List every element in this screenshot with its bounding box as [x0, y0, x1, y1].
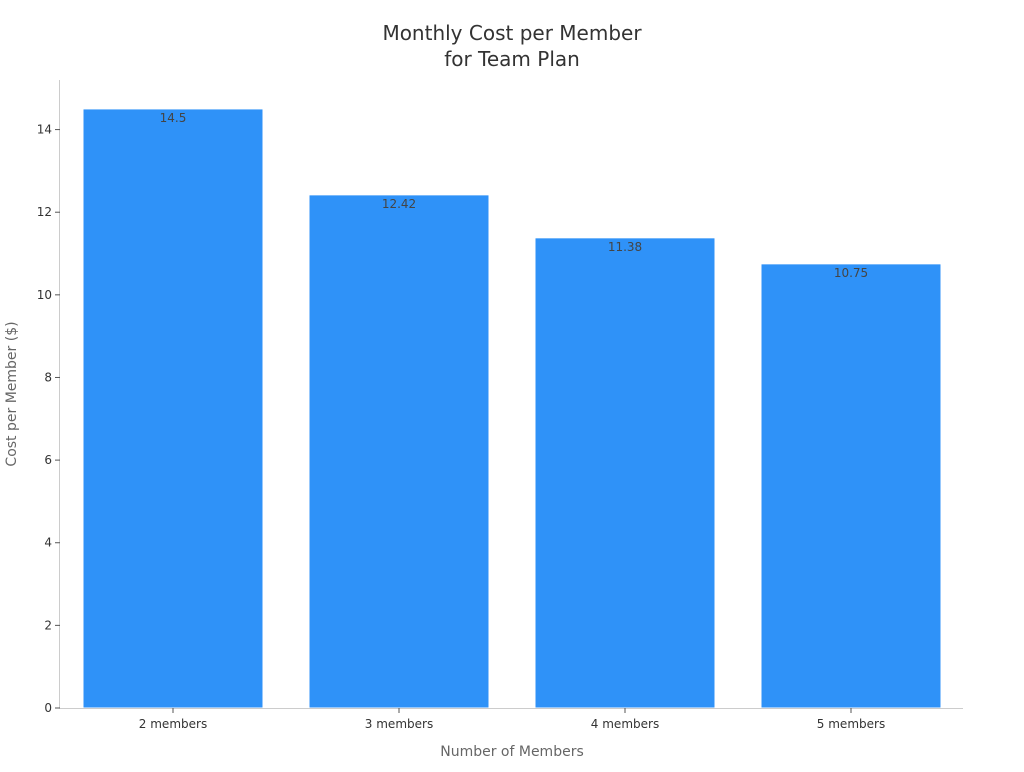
y-tick-label: 4: [44, 536, 52, 550]
y-tick-label: 2: [44, 618, 52, 632]
data-label: 12.42: [382, 197, 416, 211]
data-labels-layer: 14.5 12.42 11.38 10.75: [160, 111, 869, 280]
x-tick-label: 2 members: [139, 717, 207, 731]
bar-3-members: [308, 194, 490, 709]
bar-2-members: [82, 108, 264, 709]
y-axis-title: Cost per Member ($): [4, 321, 20, 466]
bars-layer: [82, 108, 942, 709]
y-ticks-layer: 0 2 4 6 8 10 12 14: [37, 123, 60, 715]
data-label: 14.5: [160, 111, 187, 125]
y-tick-label: 14: [37, 123, 52, 137]
x-tick-label: 3 members: [365, 717, 433, 731]
chart-title-line-1: Monthly Cost per Member: [382, 21, 642, 45]
data-label: 10.75: [834, 266, 868, 280]
y-tick-label: 8: [44, 370, 52, 384]
bar-4-members: [534, 237, 716, 709]
x-tick-label: 5 members: [817, 717, 885, 731]
y-tick-label: 12: [37, 205, 52, 219]
y-tick-label: 0: [44, 701, 52, 715]
x-axis-title: Number of Members: [440, 744, 584, 760]
y-tick-label: 6: [44, 453, 52, 467]
data-label: 11.38: [608, 240, 642, 254]
chart-title-line-2: for Team Plan: [444, 47, 580, 71]
bar-5-members: [760, 263, 942, 709]
x-ticks-layer: 2 members 3 members 4 members 5 members: [139, 708, 885, 731]
x-tick-label: 4 members: [591, 717, 659, 731]
y-tick-label: 10: [37, 288, 52, 302]
